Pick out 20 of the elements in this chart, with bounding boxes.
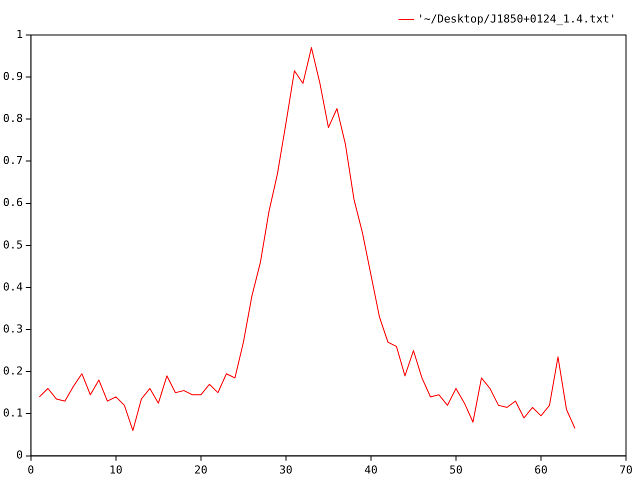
y-tick-label: 0.2 xyxy=(2,364,23,378)
x-tick-label: 0 xyxy=(28,463,34,476)
x-tick-label: 10 xyxy=(109,463,123,476)
y-tick-label: 0.3 xyxy=(2,322,23,336)
x-tick-label: 20 xyxy=(194,463,208,476)
x-tick-label: 70 xyxy=(619,463,633,476)
x-tick-label: 30 xyxy=(279,463,293,476)
y-tick-label: 0.8 xyxy=(2,112,23,126)
y-tick-label: 0 xyxy=(16,448,23,462)
x-tick-label: 40 xyxy=(364,463,378,476)
y-tick-label: 0.1 xyxy=(2,406,23,420)
y-tick-label: 0.4 xyxy=(2,280,24,294)
x-tick-label: 50 xyxy=(449,463,463,476)
legend-label: '~/Desktop/J1850+0124_1.4.txt' xyxy=(417,12,616,26)
y-tick-label: 0.9 xyxy=(2,70,23,83)
y-tick-label: 1 xyxy=(16,28,23,41)
y-tick-label: 0.6 xyxy=(2,196,23,210)
x-tick-label: 60 xyxy=(534,463,548,476)
y-tick-label: 0.5 xyxy=(2,238,23,252)
y-tick-label: 0.7 xyxy=(2,154,23,168)
